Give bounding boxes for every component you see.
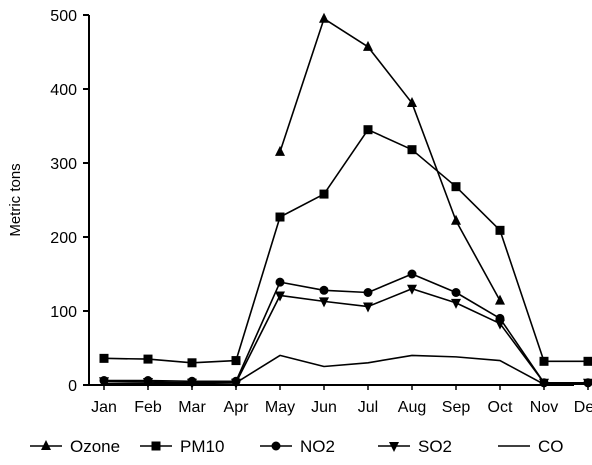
series-line-ozone (279, 17, 501, 302)
legend-marker-so2 (389, 442, 399, 452)
data-point-ozone (319, 12, 329, 23)
x-tick-label: Jun (311, 399, 337, 416)
data-point-no2 (407, 269, 417, 279)
x-tick-label: Sep (442, 399, 471, 416)
data-point-pm10 (319, 189, 329, 199)
data-point-so2 (407, 284, 417, 295)
legend-item-pm10: PM10 (140, 437, 224, 456)
legend-marker-pm10 (151, 441, 161, 451)
data-point-pm10 (231, 356, 241, 366)
legend-marker-no2 (271, 441, 281, 451)
legend-label-so2: SO2 (418, 437, 452, 456)
data-point-pm10 (143, 354, 153, 364)
series-so2 (99, 284, 592, 389)
chart-legend: Ozone PM10 NO2 SO2 CO (30, 437, 564, 456)
plot-series (99, 12, 592, 389)
y-tick-label: 200 (50, 230, 77, 247)
legend-label-co: CO (538, 437, 564, 456)
data-point-ozone (495, 294, 505, 305)
x-tick-label: Oct (488, 399, 513, 416)
x-tick-label: Mar (178, 399, 206, 416)
x-tick-label: Feb (134, 399, 162, 416)
data-point-no2 (319, 285, 329, 295)
data-point-so2 (275, 291, 285, 302)
legend-item-so2: SO2 (378, 437, 452, 456)
series-line-pm10 (103, 128, 588, 364)
series-line-so2 (103, 287, 588, 384)
data-point-pm10 (583, 356, 592, 366)
series-line-co (104, 354, 588, 386)
x-tick-label: Jul (358, 399, 378, 416)
series-line-no2 (104, 273, 588, 384)
x-tick-label: Jan (91, 399, 117, 416)
data-point-so2 (319, 297, 329, 308)
x-tick-label: Apr (224, 399, 250, 416)
x-tick-label: Dec (574, 399, 592, 416)
series-ozone (275, 12, 505, 305)
data-point-ozone (451, 214, 461, 225)
legend-item-no2: NO2 (260, 437, 335, 456)
data-point-no2 (363, 288, 373, 297)
data-point-so2 (99, 377, 109, 388)
data-point-pm10 (363, 125, 373, 135)
data-point-ozone (275, 145, 285, 156)
data-point-so2 (451, 298, 461, 309)
legend-label-ozone: Ozone (70, 437, 120, 456)
data-point-pm10 (539, 356, 549, 366)
data-point-pm10 (187, 358, 197, 368)
legend-item-co: CO (498, 437, 564, 456)
data-point-pm10 (495, 225, 505, 235)
y-tick-label: 0 (68, 378, 77, 395)
data-point-pm10 (451, 182, 461, 192)
series-pm10 (99, 125, 592, 368)
data-point-pm10 (275, 212, 285, 222)
y-tick-label: 100 (50, 304, 77, 321)
data-point-ozone (407, 97, 417, 108)
data-point-no2 (275, 277, 285, 287)
x-tick-label: May (265, 399, 295, 416)
legend-marker-ozone (41, 440, 51, 450)
x-tick-label: Aug (398, 399, 426, 416)
y-tick-label: 500 (50, 8, 77, 25)
data-point-no2 (451, 288, 461, 297)
x-tick-label: Nov (530, 399, 558, 416)
y-axis-title: Metric tons (7, 163, 24, 236)
data-point-so2 (495, 319, 505, 330)
data-point-so2 (363, 302, 373, 313)
data-point-ozone (363, 40, 373, 51)
legend-label-pm10: PM10 (180, 437, 224, 456)
chart-axes (88, 15, 574, 386)
data-point-pm10 (99, 353, 109, 363)
legend-item-ozone: Ozone (30, 437, 120, 456)
y-tick-label: 300 (50, 156, 77, 173)
y-tick-label: 400 (50, 82, 77, 99)
y-axis-ticks: 0 100 200 300 400 500 (50, 8, 89, 395)
data-point-pm10 (407, 145, 417, 155)
x-axis-ticks: Jan Feb Mar Apr May Jun Jul Aug Sep Oct Nov Dec (91, 385, 592, 416)
legend-label-no2: NO2 (300, 437, 335, 456)
series-co (104, 354, 588, 386)
